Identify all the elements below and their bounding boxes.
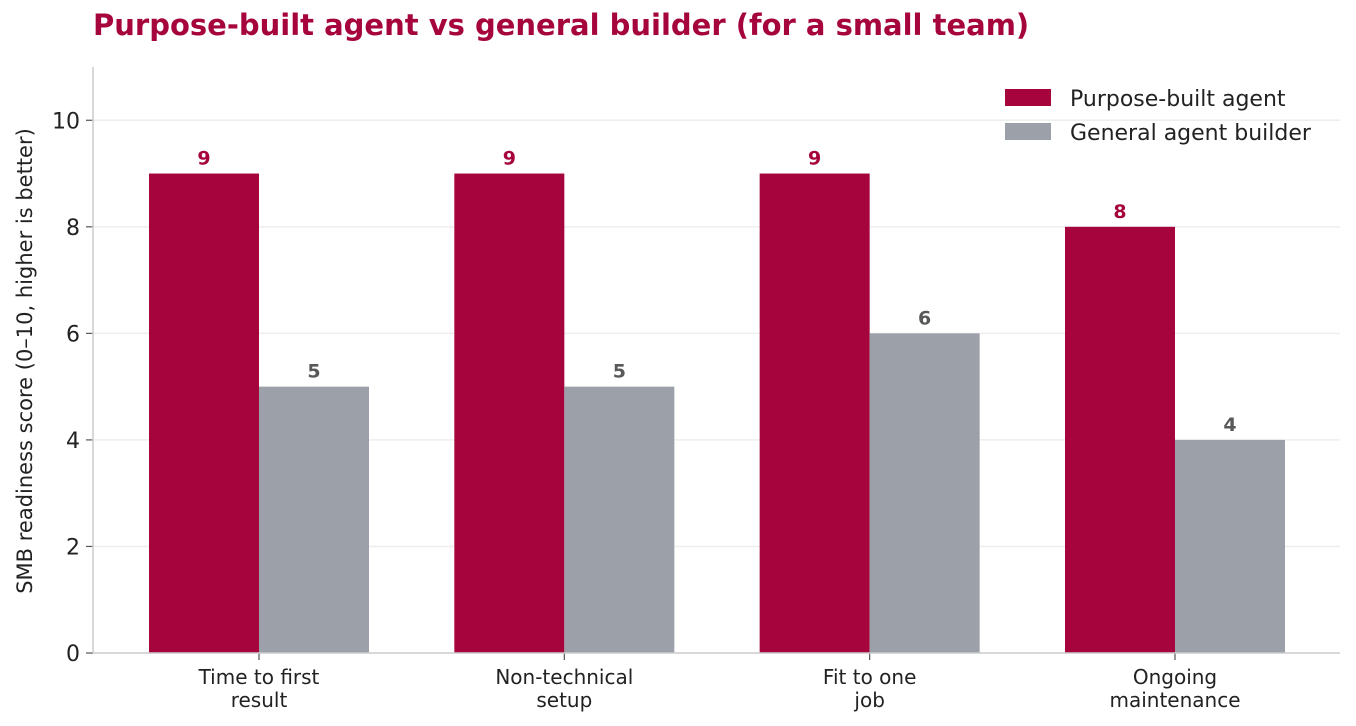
legend-swatch: [1005, 89, 1051, 106]
data-label: 9: [503, 148, 516, 170]
axes: 0 2 4 6 8 10 Time to first result Non-technical s…: [13, 67, 1340, 712]
bars: [149, 173, 1285, 653]
chart-title: Purpose-built agent vs general builder (…: [93, 8, 1030, 42]
data-label: 9: [197, 148, 210, 170]
y-axis-label: SMB readiness score (0–10, higher is bet…: [13, 128, 37, 594]
x-tick-label: Ongoing maintenance: [1109, 665, 1240, 712]
bar: [564, 386, 675, 653]
x-tick-label: Fit to one job: [823, 665, 916, 712]
legend-label: Purpose-built agent: [1070, 87, 1286, 112]
data-label: 8: [1113, 201, 1126, 223]
bar: [759, 173, 870, 653]
bar: [454, 173, 565, 653]
bar: [259, 386, 369, 653]
data-label: 4: [1223, 414, 1236, 436]
data-labels: 9 5 9 5 9 6 8 4: [197, 148, 1236, 436]
legend-swatch: [1005, 123, 1051, 140]
bar: [869, 333, 980, 653]
y-tick-label: 8: [66, 216, 80, 241]
data-label: 6: [918, 307, 931, 329]
y-tick-label: 0: [66, 642, 80, 667]
data-label: 5: [613, 361, 626, 383]
y-tick-label: 6: [66, 322, 80, 347]
x-tick-label: Time to first result: [198, 665, 320, 712]
bar: [149, 173, 259, 653]
bar: [1064, 226, 1175, 653]
bar: [1174, 439, 1285, 653]
y-tick-label: 2: [66, 535, 80, 560]
x-tick-label: Non-technical setup: [495, 665, 633, 712]
data-label: 5: [307, 361, 320, 383]
legend: Purpose-built agent General agent builder: [1005, 87, 1312, 146]
y-tick-label: 10: [52, 109, 80, 134]
legend-label: General agent builder: [1070, 121, 1312, 146]
y-tick-label: 4: [66, 429, 80, 454]
data-label: 9: [808, 148, 821, 170]
